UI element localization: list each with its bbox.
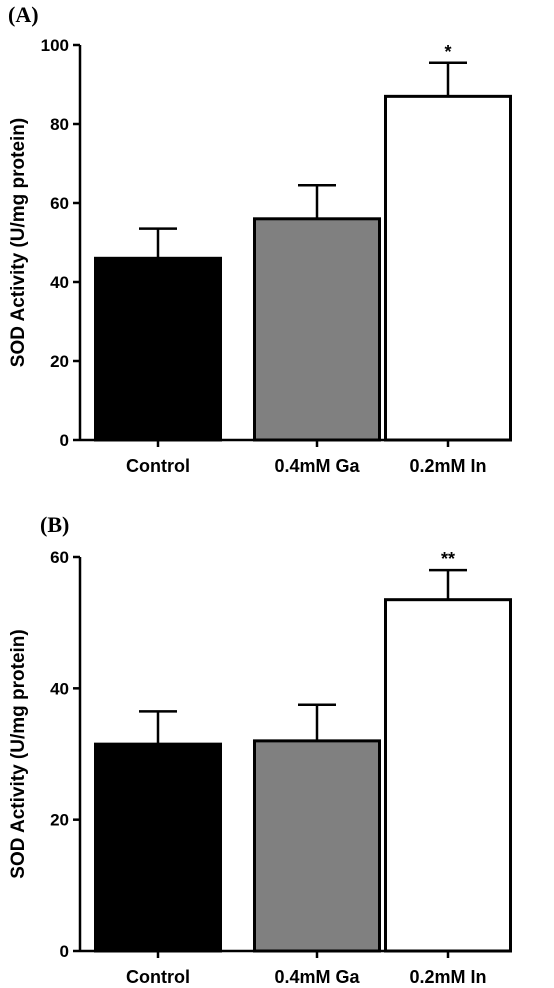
y-tick-label: 100 bbox=[41, 36, 69, 55]
bar bbox=[253, 217, 381, 442]
y-tick-label: 40 bbox=[50, 679, 69, 698]
category-label: 0.4mM Ga bbox=[274, 456, 360, 476]
chart-panel-a: (A) SOD Activity (U/mg protein) 0 20 40 60 80 1… bbox=[8, 2, 512, 476]
panel-label: (A) bbox=[8, 2, 39, 27]
bar bbox=[253, 739, 381, 953]
category-label: 0.2mM In bbox=[409, 456, 486, 476]
y-tick-label: 0 bbox=[60, 431, 69, 450]
y-axis-title: SOD Activity (U/mg protein) bbox=[8, 629, 29, 878]
category-label: 0.2mM In bbox=[409, 967, 486, 987]
y-tick-label: 20 bbox=[50, 811, 69, 830]
significance-marker: ** bbox=[441, 549, 455, 569]
bar bbox=[384, 598, 512, 953]
category-label: 0.4mM Ga bbox=[274, 967, 360, 987]
y-tick-label: 0 bbox=[60, 942, 69, 961]
bar bbox=[94, 742, 222, 953]
bar bbox=[384, 94, 512, 442]
y-tick-label: 80 bbox=[50, 115, 69, 134]
significance-marker: * bbox=[444, 42, 451, 62]
category-label: Control bbox=[126, 456, 190, 476]
y-tick-label: 20 bbox=[50, 352, 69, 371]
category-label: Control bbox=[126, 967, 190, 987]
y-axis-title: SOD Activity (U/mg protein) bbox=[8, 118, 29, 367]
y-tick-label: 40 bbox=[50, 273, 69, 292]
y-tick-label: 60 bbox=[50, 194, 69, 213]
panel-label: (B) bbox=[40, 512, 69, 537]
bar bbox=[94, 256, 222, 442]
chart-panel-b: (B) SOD Activity (U/mg protein) 0 20 40 60 Con… bbox=[8, 512, 512, 987]
y-tick-label: 60 bbox=[50, 548, 69, 567]
